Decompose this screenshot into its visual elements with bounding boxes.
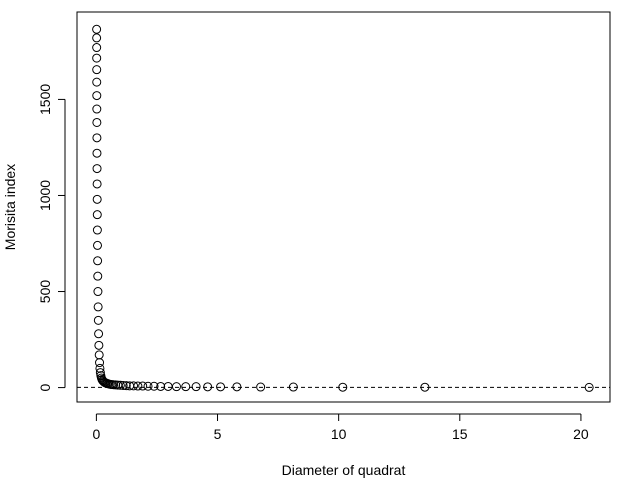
data-point: [92, 104, 102, 114]
data-point: [93, 302, 103, 312]
data-point: [93, 271, 103, 281]
data-point: [93, 287, 103, 297]
data-point: [94, 329, 104, 339]
data-point: [92, 43, 102, 53]
data-point: [94, 350, 104, 360]
y-axis-title: Morisita index: [2, 164, 18, 250]
data-point: [93, 256, 103, 266]
data-point: [118, 380, 128, 390]
data-point: [92, 33, 102, 43]
data-point: [95, 358, 105, 368]
data-point: [92, 24, 102, 34]
data-point: [92, 53, 102, 63]
data-point: [584, 382, 594, 392]
plot-frame: [76, 11, 611, 403]
data-point: [149, 381, 159, 391]
data-point: [92, 179, 102, 189]
x-axis-title: Diameter of quadrat: [282, 462, 406, 478]
y-tick-label: 0: [37, 383, 53, 391]
data-point: [92, 117, 102, 127]
data-point: [93, 315, 103, 325]
data-point: [92, 65, 102, 75]
data-point: [203, 382, 213, 392]
y-tick-label: 1500: [37, 84, 53, 115]
data-point: [138, 381, 148, 391]
data-point: [121, 381, 131, 391]
y-tick-label: 1000: [37, 180, 53, 211]
data-point: [92, 77, 102, 87]
x-tick-label: 20: [573, 426, 589, 442]
data-point: [92, 225, 102, 235]
x-tick-label: 0: [92, 426, 100, 442]
data-point: [92, 91, 102, 101]
data-point: [94, 340, 104, 350]
data-point: [232, 382, 242, 392]
y-axis: 0 500 1000 1500: [37, 84, 66, 391]
x-tick-label: 15: [452, 426, 468, 442]
data-point: [92, 240, 102, 250]
data-point: [163, 381, 173, 391]
data-point: [92, 133, 102, 143]
data-point: [171, 382, 181, 392]
x-tick-label: 5: [214, 426, 222, 442]
data-point: [181, 382, 191, 392]
data-point: [156, 381, 166, 391]
data-point: [92, 194, 102, 204]
data-point: [216, 382, 226, 392]
data-points: [92, 24, 594, 392]
data-point: [92, 148, 102, 158]
data-point: [191, 382, 201, 392]
x-axis: 0 5 10 15 20: [92, 413, 589, 442]
data-point: [256, 382, 266, 392]
data-point: [115, 380, 125, 390]
x-tick-label: 10: [331, 426, 347, 442]
data-point: [92, 164, 102, 174]
data-point: [129, 381, 139, 391]
y-tick-label: 500: [37, 280, 53, 304]
data-point: [92, 210, 102, 220]
data-point: [133, 381, 143, 391]
data-point: [143, 381, 153, 391]
data-point: [95, 363, 105, 373]
data-point: [95, 368, 105, 378]
